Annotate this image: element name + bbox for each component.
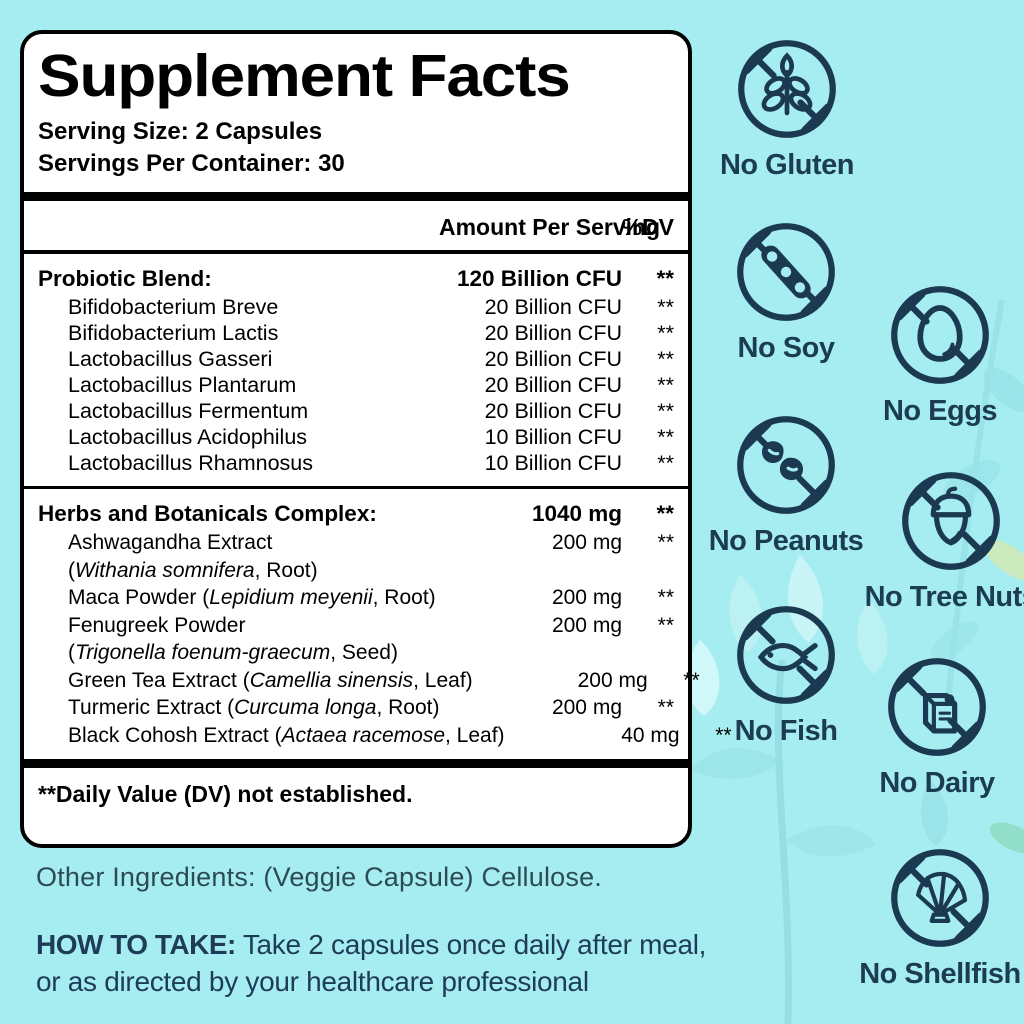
how-to-take-label: HOW TO TAKE: <box>36 929 236 960</box>
egg-icon <box>888 283 992 387</box>
how-to-take-line2: or as directed by your healthcare profes… <box>36 966 589 997</box>
badge-label: No Eggs <box>882 395 998 427</box>
ingredient-row: Green Tea Extract (Camellia sinensis, Le… <box>68 668 700 692</box>
badge-label: No Gluten <box>719 149 855 181</box>
ingredient-row: Lactobacillus Gasseri 20 Billion CFU ** <box>68 347 674 371</box>
ingredient-row: Turmeric Extract (Curcuma longa, Root) 2… <box>68 696 674 719</box>
herbs-section: Herbs and Botanicals Complex: 1040 mg **… <box>38 489 732 759</box>
divider-medium <box>24 250 688 254</box>
divider-thin <box>24 486 688 489</box>
soybean-icon <box>734 220 838 324</box>
badge-no-dairy: No Dairy <box>827 655 1024 800</box>
acorn-icon <box>899 469 1003 573</box>
other-ingredients: Other Ingredients: (Veggie Capsule) Cell… <box>36 862 716 893</box>
ingredient-row: (Withania somnifera, Root) <box>68 558 318 582</box>
divider-thick <box>24 192 688 201</box>
amount-per-serving-header: Amount Per Serving <box>439 214 661 240</box>
column-header: Amount Per Serving %DV <box>38 201 674 250</box>
dv-header: %DV <box>621 214 674 240</box>
ingredient-row: Lactobacillus Rhamnosus 10 Billion CFU *… <box>68 451 674 475</box>
divider-thick-bottom <box>24 759 688 768</box>
badge-label: No Tree Nuts <box>864 581 1024 613</box>
ingredient-row: Black Cohosh Extract (Actaea racemose, L… <box>68 723 732 747</box>
probiotic-header-row: Probiotic Blend: 120 Billion CFU ** <box>38 266 674 291</box>
other-ingredients-label: Other Ingredients: <box>36 862 256 892</box>
badge-no-eggs: No Eggs <box>830 283 1024 428</box>
daily-value-footnote: **Daily Value (DV) not established. <box>38 781 413 807</box>
badge-label: No Shellfish <box>859 958 1021 990</box>
panel-title: Supplement Facts <box>38 42 571 109</box>
other-ingredients-value: (Veggie Capsule) Cellulose. <box>255 862 603 892</box>
ingredient-row: Ashwagandha Extract 200 mg ** <box>68 531 674 554</box>
herbs-header-row: Herbs and Botanicals Complex: 1040 mg ** <box>38 501 674 526</box>
fish-icon <box>734 603 838 707</box>
ingredient-row: (Trigonella foenum-graecum, Seed) <box>68 641 398 664</box>
ingredient-row: Lactobacillus Acidophilus 10 Billion CFU… <box>68 425 674 449</box>
badge-no-soy: No Soy <box>676 220 896 365</box>
ingredient-row: Lactobacillus Fermentum 20 Billion CFU *… <box>68 399 674 423</box>
ingredient-row: Bifidobacterium Breve 20 Billion CFU ** <box>68 295 674 319</box>
badge-label: No Soy <box>737 332 835 364</box>
badge-label: No Peanuts <box>708 525 864 557</box>
badge-no-fish: No Fish <box>676 603 896 748</box>
badge-no-peanuts: No Peanuts <box>676 413 896 558</box>
badge-no-gluten: No Gluten <box>677 37 897 182</box>
ingredient-row: Fenugreek Powder 200 mg ** <box>68 613 674 637</box>
servings-per-container: Servings Per Container: 30 <box>38 150 345 177</box>
badge-label: No Dairy <box>879 767 995 799</box>
ingredient-row: Maca Powder (Lepidium meyenii, Root) 200… <box>68 586 674 609</box>
badge-no-tree-nuts: No Tree Nuts <box>841 469 1024 614</box>
badge-no-shellfish: No Shellfish <box>830 846 1024 991</box>
badge-label: No Fish <box>734 715 838 747</box>
scallop-shell-icon <box>888 846 992 950</box>
supplement-facts-panel: Supplement Facts Serving Size: 2 Capsule… <box>20 30 732 848</box>
how-to-take-line1: Take 2 capsules once daily after meal, <box>235 929 707 960</box>
serving-size: Serving Size: 2 Capsules <box>38 118 323 145</box>
peanut-icon <box>734 413 838 517</box>
ingredient-row: Bifidobacterium Lactis 20 Billion CFU ** <box>68 321 674 345</box>
wheat-icon <box>735 37 839 141</box>
milk-carton-icon <box>885 655 989 759</box>
ingredient-row: Lactobacillus Plantarum 20 Billion CFU *… <box>68 373 674 397</box>
probiotic-section: Probiotic Blend: 120 Billion CFU ** Bifi… <box>38 254 674 486</box>
how-to-take: HOW TO TAKE: Take 2 capsules once daily … <box>36 926 716 1000</box>
